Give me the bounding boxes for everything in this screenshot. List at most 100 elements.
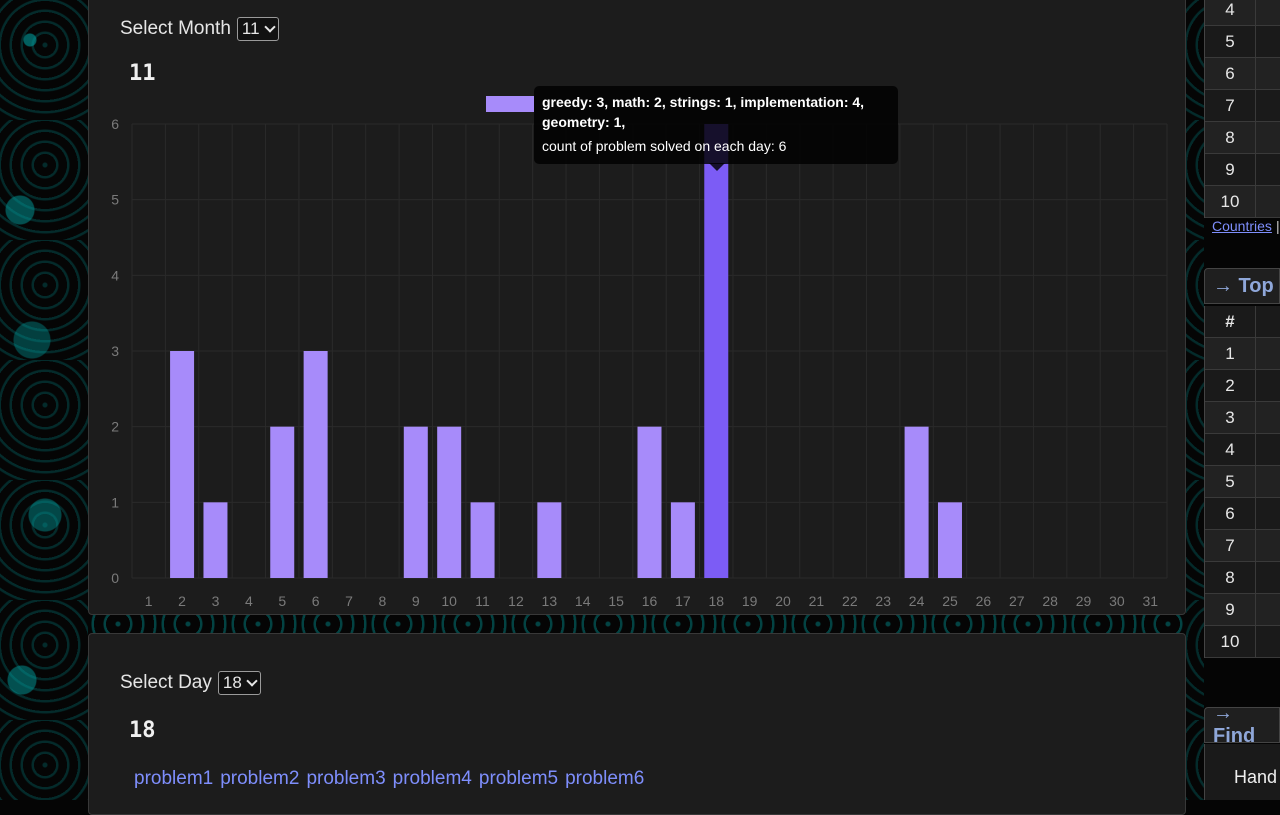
table-row: 3 bbox=[1205, 402, 1280, 434]
x-tick-label: 14 bbox=[575, 593, 591, 609]
x-tick-label: 22 bbox=[842, 593, 858, 609]
bar-day-24 bbox=[904, 426, 929, 578]
x-tick-label: 19 bbox=[742, 593, 758, 609]
x-tick-label: 23 bbox=[875, 593, 891, 609]
bar-day-18 bbox=[704, 124, 729, 578]
day-select-label: Select Day bbox=[120, 672, 212, 693]
bar-day-25 bbox=[937, 502, 962, 578]
rank-cell: 7 bbox=[1205, 90, 1256, 121]
day-select-row: Select Day 18 bbox=[120, 671, 261, 695]
month-select[interactable]: 11 bbox=[236, 17, 279, 41]
table-row: 9 bbox=[1205, 154, 1280, 186]
x-tick-label: 15 bbox=[608, 593, 624, 609]
problem-links: problem1 problem2 problem3 problem4 prob… bbox=[134, 768, 644, 790]
x-tick-label: 8 bbox=[379, 593, 387, 609]
table-row: 1 bbox=[1205, 338, 1280, 370]
rank-cell: 1 bbox=[1205, 338, 1256, 369]
month-select-row: Select Month 11 bbox=[120, 17, 279, 41]
y-tick-label: 6 bbox=[111, 116, 119, 132]
right-sidebar: 4 5 6 7 8 9 10 Countries | → Top # 1 2 3… bbox=[1204, 0, 1280, 800]
background-pattern-strip bbox=[88, 614, 1186, 634]
table-row: 9 bbox=[1205, 594, 1280, 626]
chevron-down-icon bbox=[246, 675, 258, 687]
x-tick-label: 4 bbox=[245, 593, 253, 609]
bar-day-10 bbox=[437, 426, 462, 578]
table-row: 5 bbox=[1205, 466, 1280, 498]
bar-day-13 bbox=[537, 502, 562, 578]
table-row: 7 bbox=[1205, 530, 1280, 562]
countries-link[interactable]: Countries bbox=[1212, 218, 1272, 234]
bar-day-5 bbox=[270, 426, 295, 578]
bar-day-11 bbox=[470, 502, 495, 578]
x-tick-label: 5 bbox=[278, 593, 286, 609]
bar-day-17 bbox=[670, 502, 695, 578]
month-heading: 11 bbox=[129, 61, 156, 86]
problem-link[interactable]: problem4 bbox=[392, 768, 472, 789]
find-panel-body bbox=[1204, 744, 1280, 800]
y-tick-label: 3 bbox=[111, 343, 119, 359]
rank-cell: 7 bbox=[1205, 530, 1256, 561]
legend-swatch bbox=[486, 96, 534, 112]
rank-cell: 5 bbox=[1205, 466, 1256, 497]
panel-find-title: → Find bbox=[1213, 702, 1256, 747]
tooltip-count: count of problem solved on each day: 6 bbox=[542, 138, 787, 154]
bar-day-16 bbox=[637, 426, 662, 578]
x-tick-label: 31 bbox=[1143, 593, 1159, 609]
x-tick-label: 24 bbox=[909, 593, 925, 609]
day-select[interactable]: 18 bbox=[217, 671, 261, 695]
table-row: 10 bbox=[1205, 626, 1280, 658]
day-problems-card: Select Day 18 18 problem1 problem2 probl… bbox=[88, 633, 1186, 815]
table-row: 4 bbox=[1205, 0, 1280, 26]
rank-cell: 2 bbox=[1205, 370, 1256, 401]
panel-top-title: → Top bbox=[1213, 274, 1274, 297]
problem-link[interactable]: problem6 bbox=[565, 768, 645, 789]
problem-link[interactable]: problem5 bbox=[478, 768, 559, 789]
x-tick-label: 17 bbox=[675, 593, 691, 609]
x-tick-label: 28 bbox=[1042, 593, 1058, 609]
y-tick-label: 5 bbox=[111, 192, 119, 208]
rank-cell: 6 bbox=[1205, 498, 1256, 529]
table-header-row: # bbox=[1205, 306, 1280, 338]
background-pattern-right bbox=[1186, 0, 1204, 800]
rank-cell: 3 bbox=[1205, 402, 1256, 433]
x-tick-label: 16 bbox=[642, 593, 658, 609]
x-tick-label: 2 bbox=[178, 593, 186, 609]
table-row: 10 bbox=[1205, 186, 1280, 218]
table-row: 6 bbox=[1205, 498, 1280, 530]
x-tick-label: 1 bbox=[145, 593, 153, 609]
top-countries-table: 4 5 6 7 8 9 10 bbox=[1204, 0, 1280, 218]
x-tick-label: 11 bbox=[475, 593, 490, 609]
rank-cell: 5 bbox=[1205, 26, 1256, 57]
rank-cell: 8 bbox=[1205, 122, 1256, 153]
problem-link[interactable]: problem1 bbox=[134, 768, 214, 789]
day-heading: 18 bbox=[129, 718, 156, 743]
rank-cell: 10 bbox=[1205, 626, 1256, 657]
panel-find-header: → Find bbox=[1204, 702, 1280, 747]
x-tick-label: 12 bbox=[508, 593, 524, 609]
chart-tooltip: greedy: 3, math: 2, strings: 1, implemen… bbox=[534, 86, 898, 164]
find-handle-label: Hand bbox=[1234, 767, 1278, 787]
problem-link[interactable]: problem3 bbox=[306, 768, 386, 789]
day-select-value: 18 bbox=[222, 673, 242, 692]
table-row: 2 bbox=[1205, 370, 1280, 402]
rank-cell: 6 bbox=[1205, 58, 1256, 89]
x-tick-label: 21 bbox=[809, 593, 825, 609]
x-tick-label: 20 bbox=[775, 593, 791, 609]
table-row: 8 bbox=[1205, 122, 1280, 154]
rank-cell: 9 bbox=[1205, 594, 1256, 625]
x-tick-label: 3 bbox=[212, 593, 220, 609]
rank-cell: 4 bbox=[1205, 0, 1256, 25]
x-tick-label: 30 bbox=[1109, 593, 1125, 609]
x-tick-label: 29 bbox=[1076, 593, 1092, 609]
panel-top-header: → Top bbox=[1204, 268, 1280, 304]
table-row: 5 bbox=[1205, 26, 1280, 58]
top-users-table: # 1 2 3 4 5 6 7 8 9 10 bbox=[1204, 306, 1280, 658]
x-tick-label: 10 bbox=[441, 593, 457, 609]
table-row: 4 bbox=[1205, 434, 1280, 466]
x-tick-label: 9 bbox=[412, 593, 420, 609]
tooltip-tags: greedy: 3, math: 2, strings: 1, implemen… bbox=[542, 94, 865, 130]
x-tick-label: 7 bbox=[345, 593, 353, 609]
problem-link[interactable]: problem2 bbox=[220, 768, 300, 789]
table-row: 8 bbox=[1205, 562, 1280, 594]
